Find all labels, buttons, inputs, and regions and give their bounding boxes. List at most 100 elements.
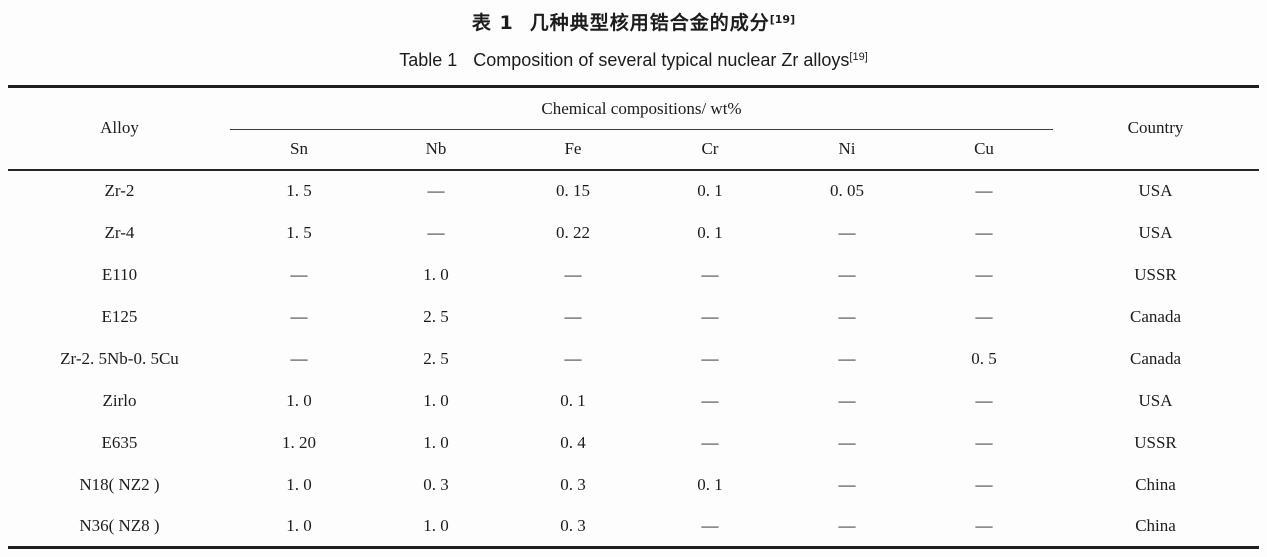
cell-alloy: Zr-2 [104, 181, 135, 200]
cell-fe: 0. 22 [555, 222, 590, 242]
cell-nb: 2. 5 [423, 348, 449, 368]
cell-sn: 1. 0 [286, 390, 312, 410]
cell-cu: — [975, 474, 993, 494]
cell-sn: 1. 0 [286, 515, 312, 535]
cell-fe: 0. 4 [560, 432, 586, 452]
cell-alloy: E125 [101, 306, 138, 326]
cell-country: USA [1138, 222, 1173, 242]
cell-fe: 0. 1 [560, 390, 586, 410]
column-header-cu: Cu [915, 129, 1053, 171]
caption-zh-title: 几种典型核用锆合金的成分 [529, 12, 770, 34]
header-row-elements: Sn Nb Fe Cr Ni Cu [8, 129, 1258, 171]
table-header: Alloy Chemical compositions/ wt% Country… [8, 86, 1259, 171]
cell-country: USA [1138, 181, 1173, 200]
cell-alloy: Zr-4 [104, 222, 135, 242]
caption-en: Table 1 Composition of several typical nu… [0, 45, 1267, 72]
caption-zh-label: 表 1 [471, 12, 514, 34]
column-header-cr: Cr [641, 129, 779, 171]
cell-cu: — [975, 515, 993, 535]
cell-ni: — [838, 432, 856, 452]
table-row: E125 — 2. 5 — — — — Canada [8, 296, 1258, 338]
cell-ni: — [838, 515, 856, 535]
cell-nb: 1. 0 [423, 515, 449, 535]
cell-sn: 1. 5 [286, 181, 312, 200]
column-header-nb: Nb [367, 129, 505, 171]
cell-country: USSR [1134, 432, 1177, 452]
cell-cr: — [701, 264, 719, 284]
table-row: N18( NZ2 ) 1. 0 0. 3 0. 3 0. 1 — — China [8, 464, 1258, 506]
cell-cu: — [975, 264, 993, 284]
cell-country: China [1135, 515, 1176, 535]
table-row: Zr-2 1. 5 — 0. 15 0. 1 0. 05 — USA [8, 170, 1258, 212]
cell-cr: 0. 1 [697, 181, 723, 200]
cell-fe: — [564, 306, 582, 326]
cell-country: China [1135, 474, 1176, 494]
composition-table: Alloy Chemical compositions/ wt% Country… [8, 85, 1259, 549]
cell-alloy: N18( NZ2 ) [79, 474, 160, 494]
cell-cu: — [975, 222, 993, 242]
table-row: E635 1. 20 1. 0 0. 4 — — — USSR [8, 422, 1258, 464]
cell-cr: 0. 1 [697, 222, 723, 242]
cell-country: Canada [1130, 306, 1181, 326]
cell-cr: — [701, 432, 719, 452]
column-header-country: Country [1052, 86, 1259, 171]
cell-ni: — [838, 306, 856, 326]
caption-en-label: Table 1 [399, 50, 458, 70]
column-header-ni: Ni [778, 129, 916, 171]
cell-alloy: Zr-2. 5Nb-0. 5Cu [60, 348, 179, 368]
cell-ni: — [838, 390, 856, 410]
cell-alloy: E110 [101, 264, 138, 284]
cell-sn: — [290, 264, 308, 284]
cell-cr: — [701, 390, 719, 410]
cell-fe: — [564, 348, 582, 368]
cell-cu: — [975, 432, 993, 452]
cell-alloy: N36( NZ8 ) [79, 515, 160, 535]
header-row-group: Alloy Chemical compositions/ wt% Country [8, 86, 1259, 171]
cell-country: USA [1138, 390, 1173, 410]
column-header-sn: Sn [230, 129, 368, 171]
cell-cr: — [701, 306, 719, 326]
cell-alloy: Zirlo [102, 390, 137, 410]
cell-nb: 1. 0 [423, 264, 449, 284]
column-header-alloy: Alloy [8, 86, 231, 171]
cell-sn: 1. 0 [286, 474, 312, 494]
caption-en-citation: [19] [849, 51, 868, 63]
table-row: Zr-4 1. 5 — 0. 22 0. 1 — — USA [8, 212, 1258, 254]
cell-cr: — [701, 515, 719, 535]
cell-ni: — [838, 474, 856, 494]
caption-en-title: Composition of several typical nuclear Z… [473, 50, 850, 70]
cell-cu: — [975, 306, 993, 326]
cell-cr: — [701, 348, 719, 368]
cell-nb: — [427, 181, 445, 200]
cell-sn: 1. 5 [286, 222, 312, 242]
caption-zh: 表 1 几种典型核用锆合金的成分[19] [0, 8, 1267, 35]
caption-zh-citation: [19] [769, 13, 796, 26]
cell-ni: — [838, 222, 856, 242]
cell-fe: 0. 15 [555, 181, 590, 200]
cell-fe: 0. 3 [560, 515, 586, 535]
cell-nb: 1. 0 [423, 432, 449, 452]
table-row: E110 — 1. 0 — — — — USSR [8, 254, 1258, 296]
column-header-fe: Fe [504, 129, 642, 171]
table-body: Zr-2 1. 5 — 0. 15 0. 1 0. 05 — USA Zr-4 1. 5 — 0. 2… [8, 170, 1258, 548]
cell-sn: 1. 20 [281, 432, 316, 452]
cell-nb: 2. 5 [423, 306, 449, 326]
cell-sn: — [290, 348, 308, 368]
cell-nb: 1. 0 [423, 390, 449, 410]
cell-cu: — [975, 390, 993, 410]
cell-cu: — [975, 181, 993, 200]
table-row: Zirlo 1. 0 1. 0 0. 1 — — — USA [8, 380, 1258, 422]
cell-alloy: E635 [101, 432, 138, 452]
table-row: Zr-2. 5Nb-0. 5Cu — 2. 5 — — — 0. 5 Canada [8, 338, 1258, 380]
cell-nb: — [427, 222, 445, 242]
cell-nb: 0. 3 [423, 474, 449, 494]
cell-fe: 0. 3 [560, 474, 586, 494]
cell-country: Canada [1130, 348, 1181, 368]
cell-ni: — [838, 348, 856, 368]
cell-sn: — [290, 306, 308, 326]
column-header-chemical-compositions: Chemical compositions/ wt% [230, 86, 1053, 130]
table-row: N36( NZ8 ) 1. 0 1. 0 0. 3 — — — China [8, 506, 1258, 548]
cell-cr: 0. 1 [697, 474, 723, 494]
table-caption: 表 1 几种典型核用锆合金的成分[19] Table 1 Composition o… [0, 8, 1267, 72]
